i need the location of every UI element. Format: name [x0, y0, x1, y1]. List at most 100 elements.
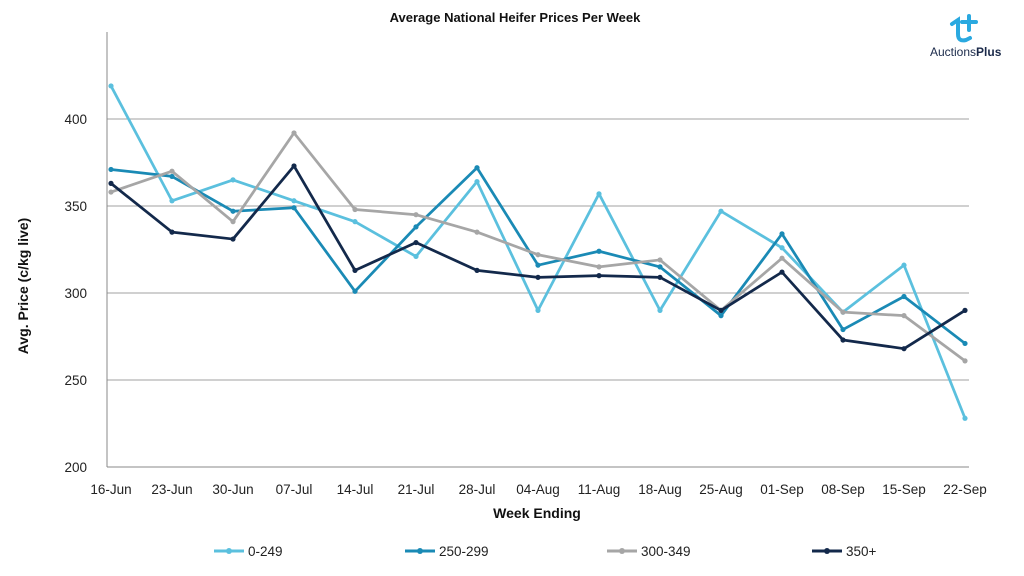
- data-point: [169, 229, 175, 235]
- data-point: [413, 239, 419, 246]
- data-point: [657, 307, 663, 313]
- data-point: [779, 269, 785, 275]
- data-point: [291, 130, 297, 136]
- legend-label: 0-249: [248, 544, 283, 559]
- data-point: [779, 231, 785, 237]
- data-point: [352, 206, 358, 213]
- x-tick-label: 18-Aug: [638, 482, 682, 497]
- data-point: [230, 208, 236, 214]
- series-line: [109, 85, 967, 419]
- y-tick-label: 300: [64, 286, 87, 301]
- legend-marker: [619, 548, 625, 554]
- data-point: [657, 274, 663, 280]
- data-point: [230, 177, 236, 183]
- data-point: [230, 236, 236, 242]
- x-tick-label: 21-Jul: [398, 482, 435, 497]
- data-point: [169, 173, 175, 180]
- x-tick-label: 25-Aug: [699, 482, 743, 497]
- data-point: [474, 267, 480, 273]
- x-tick-label: 30-Jun: [212, 482, 253, 497]
- data-point: [840, 309, 846, 315]
- data-point: [596, 264, 602, 270]
- legend-label: 300-349: [641, 544, 691, 559]
- data-point: [535, 262, 541, 268]
- legend-item-350+: 350+: [812, 544, 877, 559]
- series-350+: [108, 163, 968, 352]
- series-0-249: [108, 83, 968, 421]
- data-point: [474, 179, 480, 185]
- y-axis-title: Avg. Price (c/kg live): [15, 218, 31, 354]
- series-group: [108, 83, 968, 421]
- data-point: [413, 253, 419, 260]
- x-tick-label: 08-Sep: [821, 482, 865, 497]
- data-point: [962, 358, 968, 364]
- data-point: [230, 219, 236, 225]
- data-point: [474, 165, 480, 171]
- x-tick-label: 14-Jul: [337, 482, 374, 497]
- data-point: [779, 245, 785, 251]
- data-point: [901, 313, 907, 319]
- data-point: [901, 293, 907, 300]
- series-250-299: [108, 165, 968, 347]
- x-axis: 16-Jun 23-Jun 30-Jun 07-Jul 14-Jul 21-Jul 28-J…: [90, 466, 987, 497]
- data-point: [535, 307, 541, 313]
- data-point: [596, 191, 602, 197]
- x-tick-label: 22-Sep: [943, 482, 987, 497]
- data-point: [169, 198, 175, 204]
- data-point: [413, 224, 419, 230]
- data-point: [596, 273, 602, 279]
- auctionsplus-logo-icon: [950, 14, 978, 43]
- data-point: [291, 205, 297, 211]
- data-point: [535, 252, 541, 258]
- legend-marker: [226, 548, 232, 554]
- logo-text-regular: Auctions: [930, 45, 976, 59]
- chart-title: Average National Heifer Prices Per Week: [390, 10, 642, 25]
- data-point: [718, 307, 724, 313]
- x-tick-label: 23-Jun: [151, 482, 192, 497]
- x-tick-label: 16-Jun: [90, 482, 131, 497]
- y-tick-label: 250: [64, 373, 87, 388]
- legend-item-250-299: 250-299: [405, 544, 489, 559]
- data-point: [108, 180, 114, 186]
- data-point: [779, 255, 785, 261]
- data-point: [901, 262, 907, 268]
- data-point: [962, 307, 968, 313]
- legend-label: 350+: [846, 544, 877, 559]
- legend-item-300-349: 300-349: [607, 544, 691, 559]
- data-point: [535, 274, 541, 280]
- logo-text-bold: Plus: [976, 45, 1002, 59]
- y-tick-label: 400: [64, 112, 87, 127]
- logo-text: AuctionsPlus: [930, 45, 1002, 59]
- data-point: [352, 219, 358, 225]
- legend-label: 250-299: [439, 544, 489, 559]
- y-axis: 200 250 300 350 400: [64, 32, 108, 475]
- grid-lines: [107, 118, 969, 381]
- data-point: [962, 415, 968, 421]
- series-line: [110, 131, 966, 362]
- data-point: [352, 267, 358, 273]
- data-point: [596, 248, 602, 254]
- legend-item-0-249: 0-249: [214, 544, 283, 559]
- x-tick-label: 07-Jul: [276, 482, 313, 497]
- data-point: [962, 340, 968, 347]
- y-tick-label: 350: [64, 199, 87, 214]
- data-point: [657, 257, 663, 263]
- data-point: [291, 163, 297, 169]
- x-axis-title: Week Ending: [493, 505, 581, 521]
- data-point: [840, 337, 846, 343]
- x-tick-label: 28-Jul: [459, 482, 496, 497]
- data-point: [291, 198, 297, 204]
- data-point: [352, 288, 358, 294]
- data-point: [718, 313, 724, 319]
- x-tick-label: 04-Aug: [516, 482, 560, 497]
- data-point: [657, 264, 663, 270]
- data-point: [108, 166, 114, 173]
- data-point: [169, 168, 175, 174]
- data-point: [108, 83, 114, 89]
- legend-marker: [824, 548, 830, 554]
- legend-marker: [417, 548, 423, 554]
- x-tick-label: 01-Sep: [760, 482, 804, 497]
- data-point: [474, 229, 480, 235]
- logo: AuctionsPlus: [930, 14, 1002, 59]
